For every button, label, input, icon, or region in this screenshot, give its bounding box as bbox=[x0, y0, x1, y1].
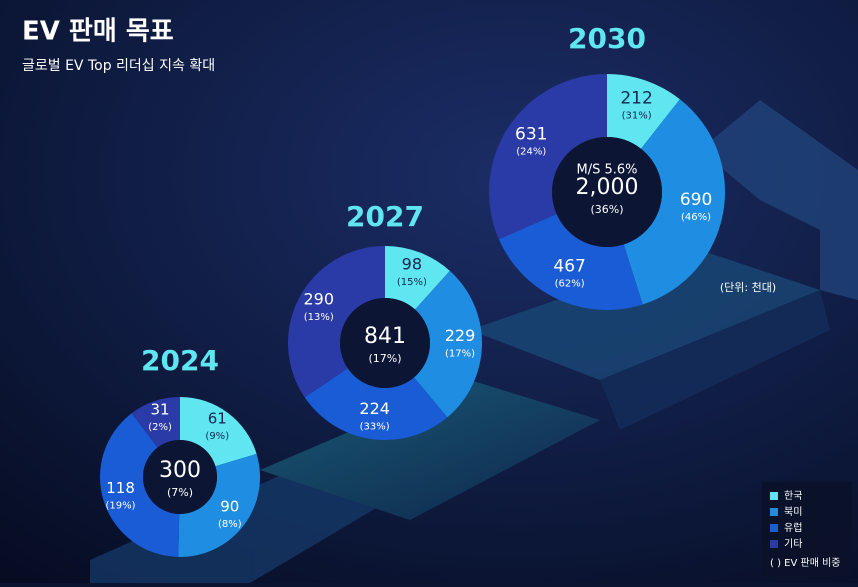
donut-hole bbox=[552, 137, 662, 247]
segment-share: (9%) bbox=[205, 431, 229, 442]
donut-segment bbox=[489, 73, 607, 240]
segment-share: (15%) bbox=[397, 277, 427, 288]
legend-label: 북미 bbox=[784, 506, 802, 518]
segment-value: 61 bbox=[208, 409, 227, 427]
segment-value: 212 bbox=[620, 88, 652, 108]
segment-share: (8%) bbox=[218, 519, 242, 530]
donut-segment bbox=[607, 74, 680, 149]
segment-value: 118 bbox=[106, 479, 135, 497]
donut-segment bbox=[288, 246, 385, 398]
donut-segment bbox=[385, 246, 450, 310]
center-share: (36%) bbox=[590, 203, 623, 216]
center-share: (17%) bbox=[368, 352, 401, 365]
segment-value: 631 bbox=[515, 124, 547, 144]
center-total: 2,000 bbox=[576, 175, 639, 200]
legend-swatch bbox=[770, 524, 778, 532]
unit-note: (단위: 천대) bbox=[720, 280, 776, 294]
donut-segment bbox=[131, 397, 180, 448]
segment-share: (13%) bbox=[304, 312, 334, 323]
segment-share: (24%) bbox=[516, 146, 546, 157]
donut-hole bbox=[143, 440, 217, 514]
segment-share: (46%) bbox=[681, 212, 711, 223]
segment-value: 31 bbox=[151, 400, 170, 418]
donut-segment bbox=[413, 270, 482, 418]
segment-share: (17%) bbox=[445, 348, 475, 359]
market-share: M/S 5.6% bbox=[576, 163, 637, 178]
segment-share: (2%) bbox=[148, 422, 172, 433]
legend-label: 한국 bbox=[784, 490, 802, 502]
legend-note: ( ) EV 판매 비중 bbox=[770, 557, 840, 569]
segment-share: (33%) bbox=[360, 421, 390, 432]
donut-hole bbox=[340, 298, 430, 388]
segment-share: (31%) bbox=[622, 110, 652, 121]
donut-segment bbox=[623, 99, 725, 305]
segment-share: (62%) bbox=[555, 278, 585, 289]
segment-share: (19%) bbox=[106, 500, 136, 511]
center-total: 300 bbox=[159, 458, 201, 483]
year-label: 2027 bbox=[346, 200, 424, 233]
donut-segment bbox=[304, 368, 448, 440]
page-subtitle: 글로벌 EV Top 리더십 지속 확대 bbox=[22, 58, 215, 74]
legend-swatch bbox=[770, 492, 778, 500]
legend-label: 유럽 bbox=[784, 522, 802, 534]
segment-value: 690 bbox=[680, 190, 712, 210]
year-label: 2030 bbox=[568, 22, 646, 55]
segment-value: 290 bbox=[303, 289, 334, 308]
year-label: 2024 bbox=[141, 344, 219, 377]
donut-segment bbox=[99, 413, 180, 557]
segment-value: 229 bbox=[445, 326, 476, 345]
segment-value: 90 bbox=[220, 497, 239, 515]
donut-segment bbox=[178, 453, 261, 557]
legend-swatch bbox=[770, 508, 778, 516]
donut-segment bbox=[180, 397, 257, 467]
segment-value: 98 bbox=[402, 254, 422, 273]
segment-value: 467 bbox=[553, 256, 585, 276]
center-total: 841 bbox=[364, 324, 406, 349]
center-share: (7%) bbox=[167, 486, 193, 499]
page-title: EV 판매 목표 bbox=[22, 17, 174, 47]
legend-label: 기타 bbox=[784, 538, 802, 550]
segment-value: 224 bbox=[359, 399, 390, 418]
legend-swatch bbox=[770, 540, 778, 548]
donut-segment bbox=[498, 214, 643, 310]
